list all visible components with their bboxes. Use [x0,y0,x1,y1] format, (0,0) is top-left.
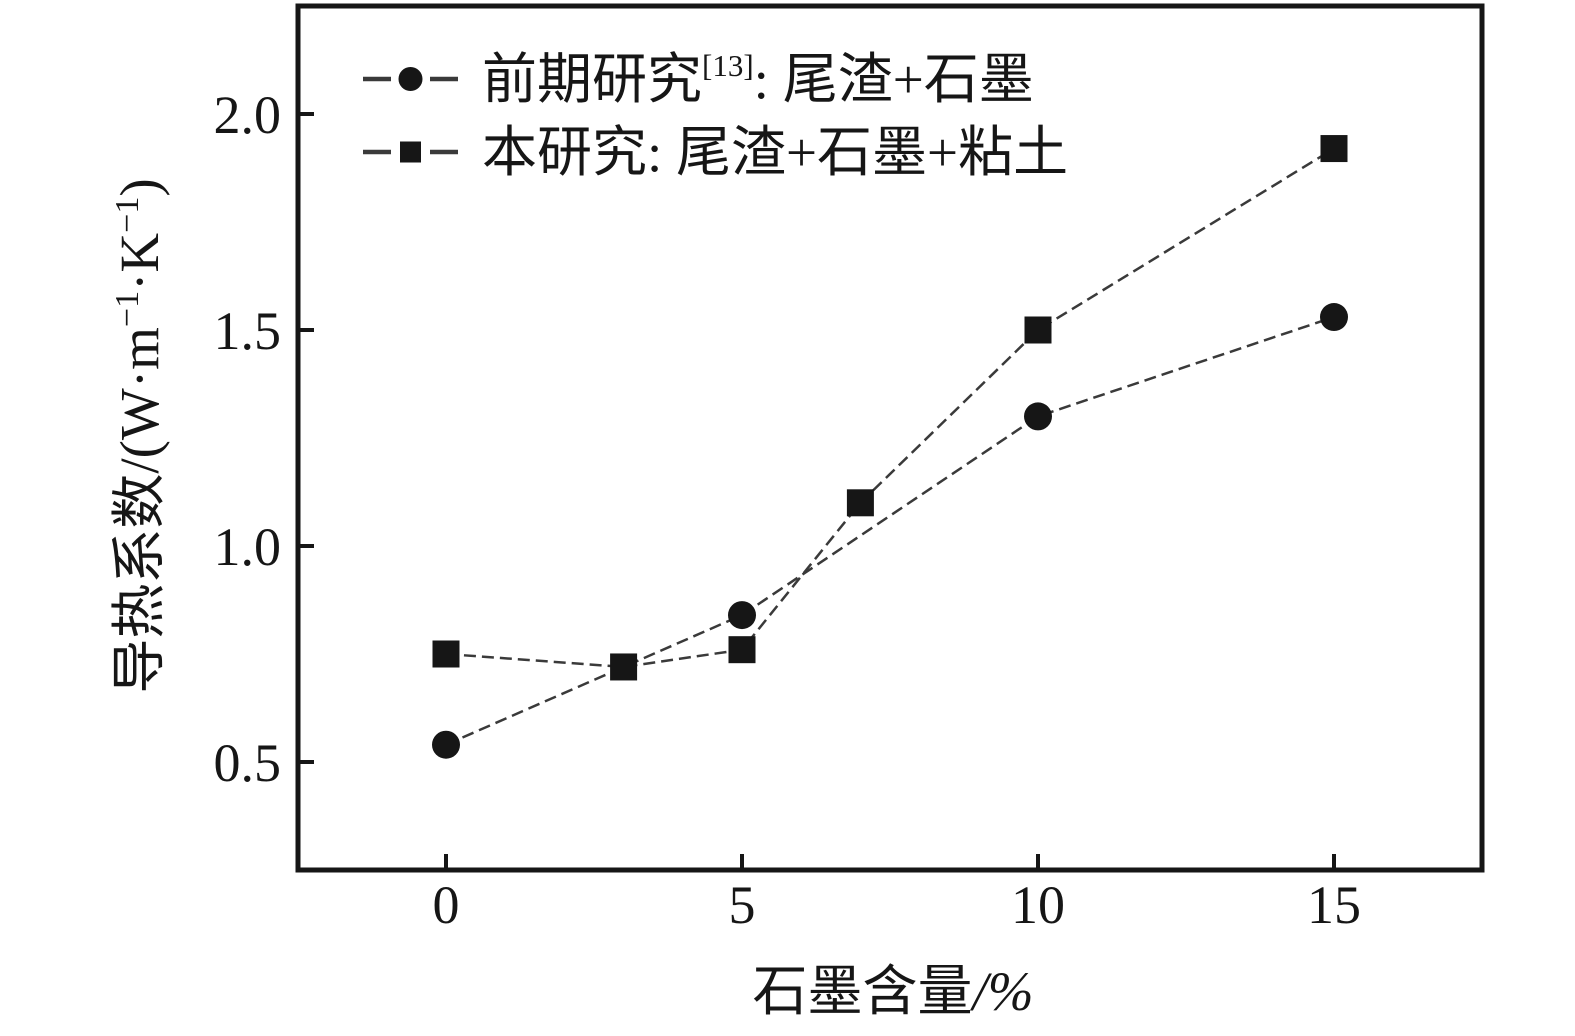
x-tick-label: 0 [433,875,460,935]
legend-marker-circle [398,67,423,91]
x-axis: 0 5 10 15 [433,854,1361,935]
data-point-square [432,640,460,668]
y-axis-label: 导热系数/(W·m−1·K−1) [109,178,170,693]
legend-item-1: 前期研究[13]: 尾渣+石墨 [363,48,1034,110]
legend-label: 前期研究[13]: 尾渣+石墨 [482,48,1034,110]
data-point-square [610,653,638,681]
series-line [445,315,1335,746]
series-square [432,135,1348,681]
legend-label: 本研究: 尾渣+石墨+粘土 [482,122,1068,183]
y-tick-label: 0.5 [214,733,282,793]
data-point-square [1024,316,1052,344]
data-point-circle [1320,303,1348,332]
data-point-circle [728,601,756,630]
data-point-circle [432,730,460,759]
series-circle [432,303,1348,759]
y-axis: 2.0 1.5 1.0 0.5 [214,85,314,793]
y-tick-label: 1.0 [214,517,282,577]
legend-item-2: 本研究: 尾渣+石墨+粘土 [363,122,1068,183]
data-point-square [1320,135,1348,163]
x-tick-label: 5 [729,875,756,935]
x-tick-label: 10 [1011,875,1065,935]
data-point-square [846,489,874,517]
series-line [445,147,1335,669]
data-point-circle [1024,402,1052,431]
plot-border [295,3,1485,873]
x-axis-label: 石墨含量/% [752,961,1033,1022]
x-tick-label: 15 [1307,875,1361,935]
y-tick-label: 2.0 [214,85,282,145]
data-point-square [728,636,756,664]
legend-marker-square [400,141,421,163]
y-tick-label: 1.5 [214,301,282,361]
